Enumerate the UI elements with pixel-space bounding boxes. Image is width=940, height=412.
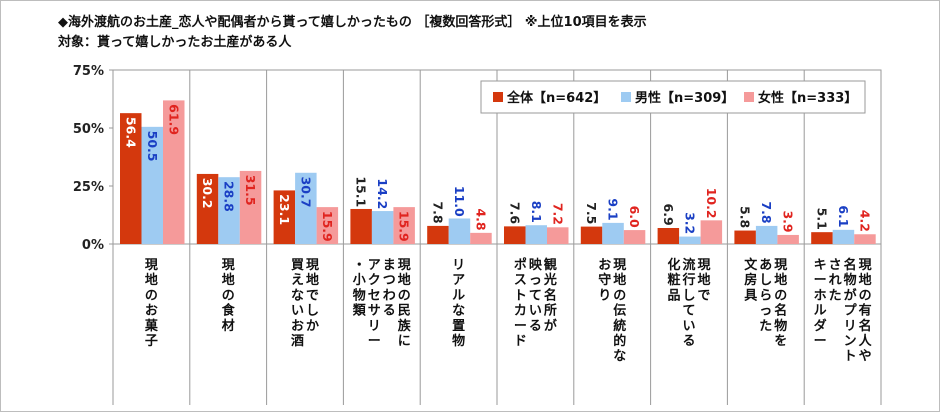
bar-value-label: 15.1 — [354, 176, 369, 207]
bar-女性 — [623, 230, 646, 244]
bar-女性 — [777, 234, 799, 244]
bar-女性 — [393, 207, 415, 244]
bar-value-label: 28.8 — [222, 181, 237, 212]
category-label-line: アクセサリー — [368, 258, 381, 349]
legend-swatch — [493, 92, 503, 102]
bar-男性 — [755, 225, 778, 244]
category-label-line: 現地で — [697, 258, 710, 303]
bar-value-label: 61.9 — [166, 104, 181, 135]
y-tick-label: 75% — [73, 64, 104, 79]
category-label-line: 映っている — [529, 257, 543, 334]
bar-value-label: 15.9 — [397, 211, 412, 242]
bar-男性 — [218, 177, 240, 244]
bar-全体 — [273, 190, 296, 244]
bar-value-label: 14.2 — [375, 178, 390, 209]
legend-label: 全体【n=642】 — [506, 90, 606, 106]
bar-value-label: 7.6 — [507, 202, 522, 224]
bar-全体 — [427, 225, 449, 244]
legend-swatch — [621, 92, 631, 102]
bar-value-label: 30.7 — [298, 177, 313, 208]
bar-女性 — [700, 220, 723, 244]
bar-女性 — [547, 227, 569, 244]
category-label-line: 流行している — [681, 257, 695, 349]
category-label-line: 名物がプリント — [844, 257, 858, 364]
bar-value-label: 4.2 — [857, 210, 872, 232]
bar-全体 — [504, 226, 526, 244]
category-label-line: 現地のお菓子 — [144, 258, 159, 349]
bar-全体 — [657, 227, 680, 244]
bar-全体 — [580, 226, 603, 244]
bar-value-label: 56.4 — [123, 117, 138, 148]
bar-女性 — [239, 170, 262, 244]
bar-value-label: 30.2 — [200, 178, 215, 209]
bar-全体 — [196, 173, 219, 244]
category-label-line: あしらった — [759, 258, 772, 334]
category-label-line: 現地の民族に — [398, 258, 412, 349]
bar-value-label: 15.9 — [320, 211, 335, 242]
bar-value-label: 7.5 — [584, 202, 599, 224]
bar-男性 — [602, 222, 624, 244]
bar-value-label: 50.5 — [145, 131, 160, 162]
bar-女性 — [470, 232, 492, 244]
legend-label: 男性【n=309】 — [635, 90, 734, 106]
y-tick-label: 0% — [82, 238, 104, 253]
bar-value-label: 23.1 — [277, 194, 292, 225]
bar-value-label: 6.9 — [661, 204, 676, 226]
category-label-line: ポストカード — [514, 257, 527, 349]
bar-value-label: 7.2 — [550, 203, 565, 225]
category-label-line: リアルな置物 — [452, 258, 465, 349]
bar-value-label: 10.2 — [704, 188, 719, 219]
category-label-line: まつわる — [383, 258, 396, 319]
bar-value-label: 8.1 — [529, 201, 544, 223]
bar-value-label: 3.9 — [781, 210, 796, 232]
bar-value-label: 9.1 — [606, 198, 621, 220]
legend-label: 女性【n=333】 — [758, 90, 857, 106]
category-label-line: 現地の食材 — [222, 258, 236, 334]
bar-value-label: 31.5 — [243, 175, 258, 206]
category-label-line: された — [829, 258, 842, 303]
legend-box — [480, 80, 866, 114]
chart-subtitle: 対象：貰って嬉しかったお土産がある人 — [58, 35, 292, 50]
bar-value-label: 4.8 — [473, 208, 488, 230]
bar-男性 — [371, 211, 394, 244]
bar-value-label: 3.2 — [682, 212, 697, 234]
y-tick-label: 25% — [73, 180, 104, 195]
y-tick-label: 50% — [73, 122, 104, 137]
bar-value-label: 7.8 — [759, 201, 774, 223]
bar-value-label: 5.8 — [738, 206, 753, 228]
category-label-line: 現地の有名人や — [859, 258, 873, 364]
bar-女性 — [163, 100, 185, 244]
category-label-line: 現地の伝統的な — [613, 258, 626, 364]
category-label-line: 観光名所が — [543, 257, 557, 334]
category-label-line: お守り — [598, 258, 611, 303]
bar-全体 — [120, 113, 142, 244]
category-label-line: ・小物類 — [352, 258, 367, 319]
bar-value-label: 11.0 — [452, 186, 467, 217]
category-label-line: キーホルダー — [814, 258, 827, 349]
bar-男性 — [679, 236, 701, 244]
category-label-line: 現地の名物を — [774, 258, 787, 349]
bar-男性 — [832, 229, 855, 244]
category-label-line: 文房具 — [744, 257, 758, 303]
category-label-line: 現地でしか — [306, 258, 319, 334]
bar-全体 — [734, 230, 756, 244]
bar-value-label: 6.0 — [627, 206, 642, 228]
bar-value-label: 7.8 — [430, 201, 445, 223]
legend-swatch — [744, 92, 754, 102]
bar-男性 — [525, 225, 547, 244]
chart-title: ◆海外渡航のお土産_恋人や配偶者から貰って嬉しかったもの ［複数回答形式］ ※上… — [58, 15, 647, 30]
bar-男性 — [141, 126, 163, 244]
bar-全体 — [350, 208, 372, 244]
bar-value-label: 5.1 — [814, 208, 829, 230]
bar-女性 — [854, 234, 876, 244]
bar-女性 — [316, 207, 339, 244]
bar-全体 — [811, 232, 833, 244]
category-label-line: 化粧品 — [667, 257, 680, 303]
category-label-line: 買えないお酒 — [291, 258, 304, 349]
bar-男性 — [295, 172, 317, 244]
bar-男性 — [448, 218, 471, 244]
bar-value-label: 6.1 — [836, 205, 851, 227]
